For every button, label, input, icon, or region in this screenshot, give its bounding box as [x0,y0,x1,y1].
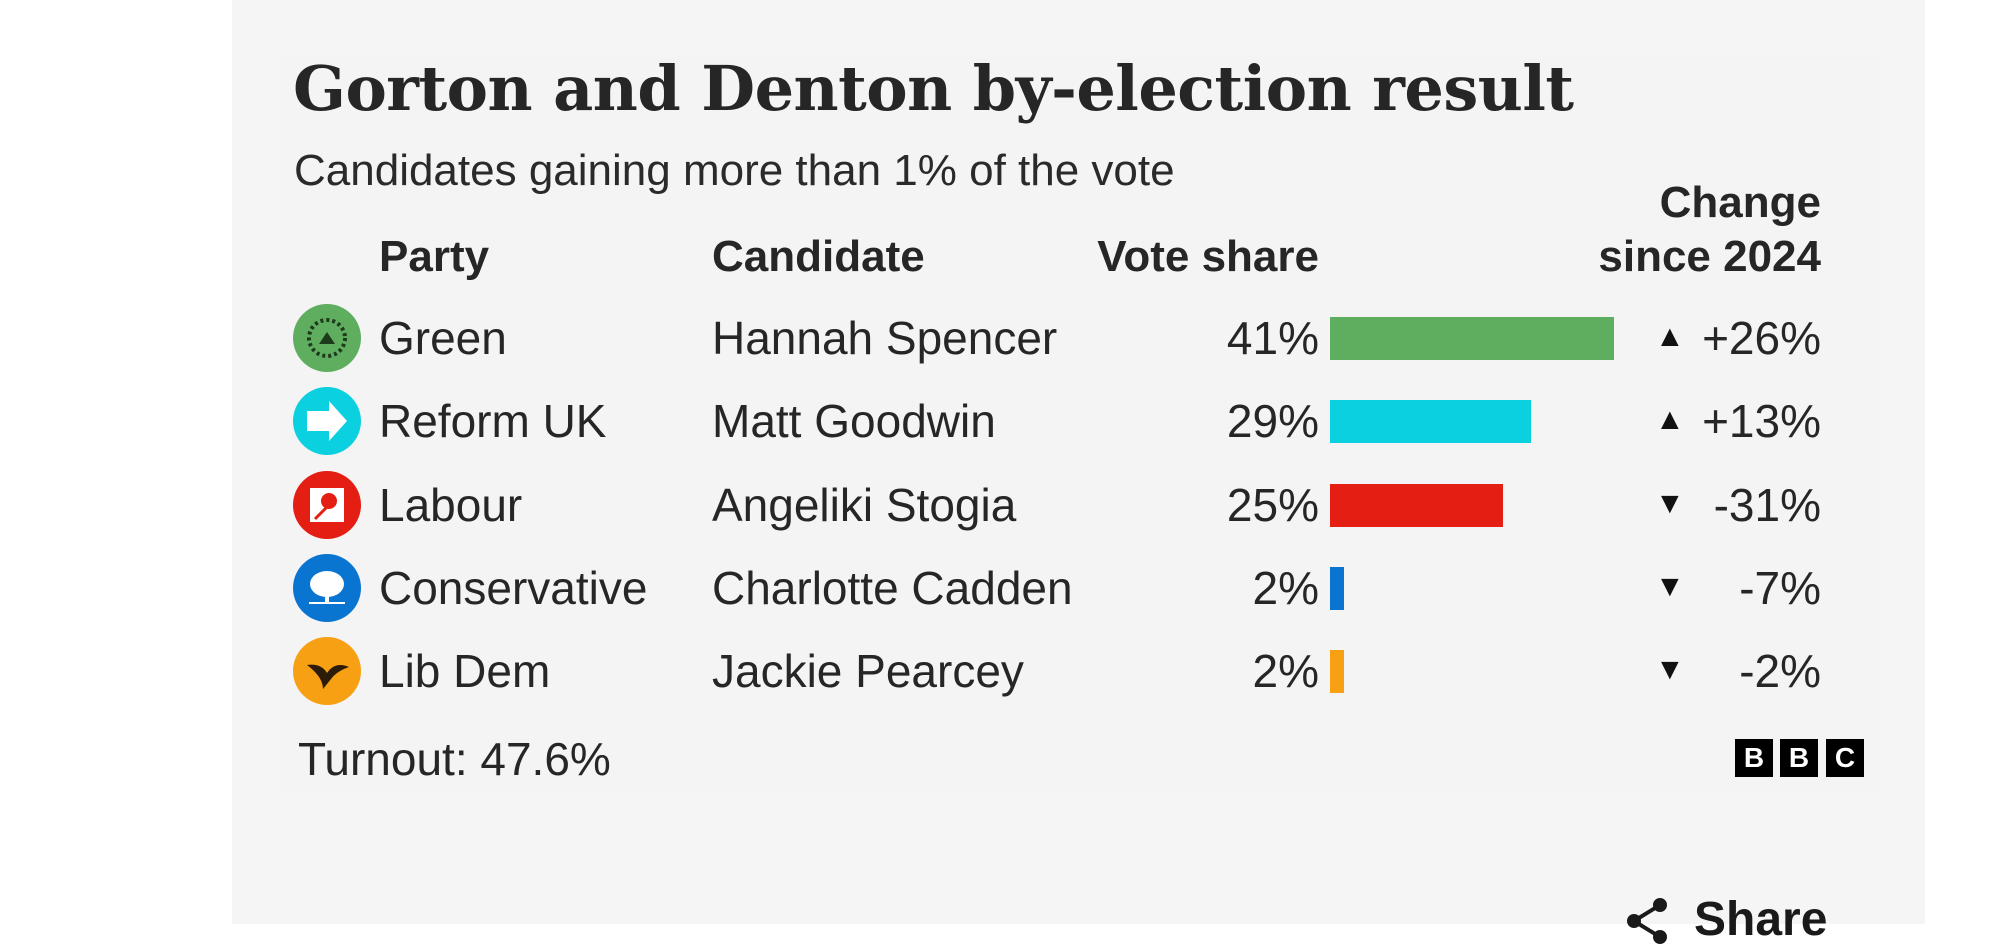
header-change-line2: since 2024 [1598,232,1821,281]
share-button[interactable]: Share [1622,892,1827,947]
bbc-logo-letter: C [1826,739,1864,777]
change-label: -2% [1739,645,1821,698]
reform-uk-arrow-icon [293,387,361,456]
change-down-arrow-icon: ▼ [1655,569,1685,603]
vote-share-bar [1330,566,1344,610]
conservative-tree-icon [293,553,361,622]
party-name: Lib Dem [379,645,551,698]
change-label: -7% [1739,561,1821,614]
vote-share-label: 2% [1252,561,1319,614]
party-name: Green [379,312,507,364]
bbc-logo-letter: B [1735,739,1773,777]
header-change-line1: Change [1659,178,1821,227]
bbc-logo-letter: B [1780,739,1818,777]
vote-share-bar [1330,317,1614,360]
candidate-name: Hannah Spencer [712,312,1058,364]
chart-card [278,56,1878,794]
chart-title: Gorton and Denton by-election result [293,52,1574,125]
party-name: Reform UK [379,395,607,448]
turnout-label: Turnout: 47.6% [298,733,611,785]
vote-share-bar [1330,483,1503,527]
vote-share-label: 2% [1252,645,1319,698]
header-party: Party [379,232,490,281]
header-candidate: Candidate [712,232,925,281]
candidate-name: Matt Goodwin [712,395,996,448]
candidate-name: Jackie Pearcey [712,645,1024,698]
party-name: Conservative [379,561,648,614]
change-down-arrow-icon: ▼ [1655,653,1685,687]
change-label: +13% [1702,395,1821,448]
change-up-arrow-icon: ▲ [1655,403,1685,437]
party-name: Labour [379,478,523,531]
labour-rose-icon [293,470,361,539]
change-label: +26% [1702,312,1821,364]
change-down-arrow-icon: ▼ [1655,486,1685,520]
lib-dem-bird-icon [293,637,361,706]
candidate-name: Charlotte Cadden [712,561,1073,614]
vote-share-bar [1330,650,1344,694]
vote-share-label: 29% [1226,395,1319,448]
share-icon [1627,897,1667,944]
change-up-arrow-icon: ▲ [1655,320,1685,353]
share-label: Share [1694,893,1828,946]
chart-subtitle: Candidates gaining more than 1% of the v… [294,146,1175,195]
candidate-name: Angeliki Stogia [712,478,1017,531]
green-party-logo-icon [293,304,361,372]
header-vote-share: Vote share [1097,232,1319,281]
vote-share-label: 41% [1226,312,1319,364]
vote-share-bar [1330,400,1531,444]
change-label: -31% [1713,478,1821,531]
vote-share-label: 25% [1226,478,1319,531]
